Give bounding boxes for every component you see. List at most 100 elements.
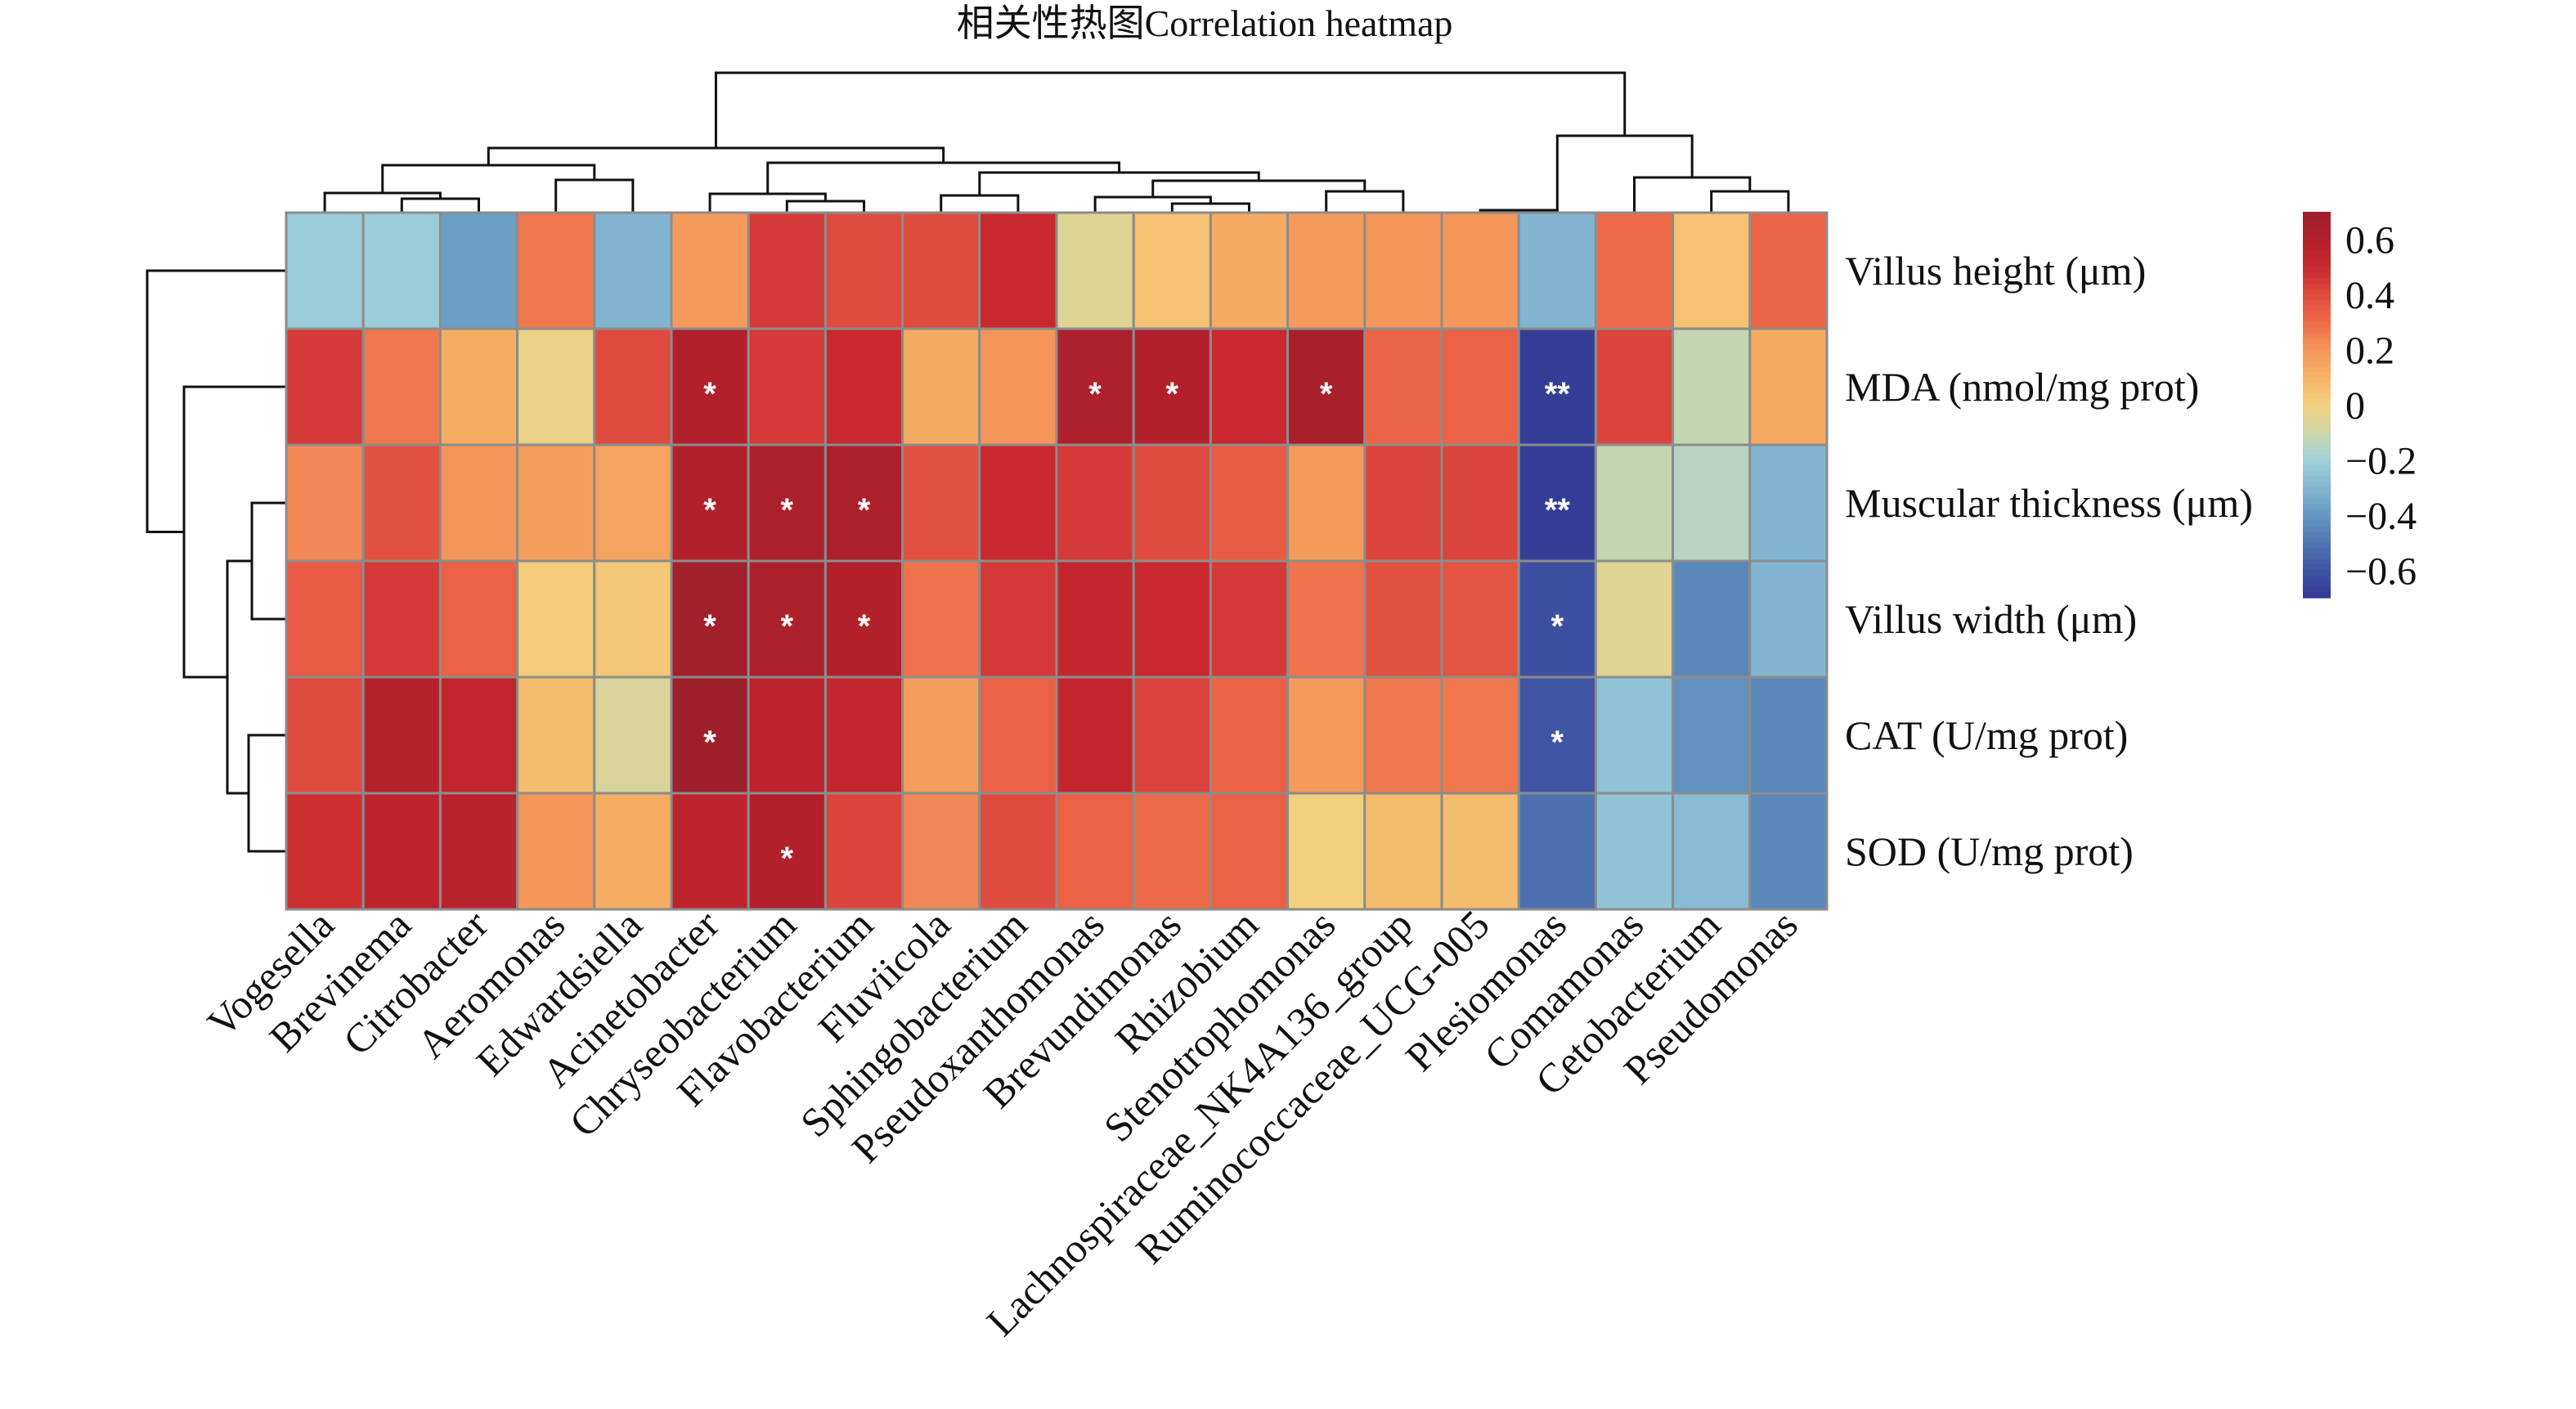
colorbar-tick-label: 0.4 [2345,274,2394,317]
heatmap-cell [1286,559,1367,679]
row-dendrogram [146,269,286,853]
colorbar-tick-label: 0.2 [2345,330,2394,373]
significance-mark: * [703,376,716,412]
heatmap-cell [824,327,904,446]
heatmap-cell [1132,443,1212,563]
colorbar-segment [2303,267,2331,273]
significance-mark: * [1551,725,1564,761]
heatmap-cell [1055,559,1135,679]
heatmap-cell [901,211,981,330]
heatmap-cell [1132,675,1212,795]
colorbar-segment [2303,581,2331,588]
heatmap-cell [593,792,673,911]
colorbar-segment [2303,426,2331,433]
colorbar-segment [2303,542,2331,549]
heatmap-cell [901,327,981,446]
colorbar-segment [2303,405,2331,411]
dendrogram-link [250,501,286,621]
colorbar-segment [2303,283,2331,289]
heatmap-cell [1672,211,1752,330]
heatmap-cell [1672,675,1752,795]
dendrogram-link [323,191,442,213]
heatmap-cell [747,211,827,330]
column-dendrogram [323,71,1790,213]
heatmap-cell [978,443,1058,563]
significance-mark: * [703,492,716,528]
heatmap-cell [1363,675,1443,795]
heatmap-cell [593,211,673,330]
heatmap-cell [1209,559,1290,679]
colorbar-segment [2303,343,2331,351]
heatmap-cell [1209,675,1290,795]
colorbar-segment [2303,470,2331,478]
heatmap-cell [285,327,365,446]
heatmap-cell [1517,675,1597,795]
colorbar-segment [2303,383,2331,389]
colorbar-segment [2303,465,2331,472]
heatmap-cell [1363,443,1443,563]
heatmap-cell [1517,792,1597,911]
heatmap-cell [361,675,442,795]
heatmap-cell [670,327,750,446]
heatmap-cell [438,327,519,446]
heatmap-cell [438,559,519,679]
heatmap-cell [978,792,1058,911]
colorbar-segment [2303,361,2331,367]
heatmap-cell [1055,211,1135,330]
heatmap-cell [438,675,519,795]
significance-mark: * [781,841,794,877]
dendrogram-link [785,200,865,213]
heatmap-cell [1594,327,1675,446]
heatmap-cell [1055,443,1135,563]
heatmap-cell [978,675,1058,795]
colorbar-segment [2303,410,2331,417]
dendrogram-link [940,194,1020,213]
colorbar-segment [2303,460,2331,466]
dendrogram-link [1151,179,1367,197]
colorbar-segment [2303,399,2331,406]
heatmap-cell [1517,327,1597,446]
colorbar-segment [2303,592,2331,599]
heatmap-cell [593,443,673,563]
significance-mark: * [858,492,871,528]
colorbar-segment [2303,371,2331,378]
heatmap-cell [593,327,673,446]
heatmap-cell [1748,327,1829,446]
row-label: CAT (U/mg prot) [1845,712,2128,758]
colorbar-segment [2303,520,2331,527]
heatmap-cell [1209,327,1290,446]
heatmap-cell [1286,443,1367,563]
heatmap-cell [747,559,827,679]
heatmap-cell [1672,559,1752,679]
colorbar-segment [2303,255,2331,263]
dendrogram-link [400,197,480,213]
dendrogram-link [714,71,1627,148]
dendrogram-link [247,734,286,853]
colorbar-segment [2303,289,2331,295]
chart-title: 相关性热图Correlation heatmap [957,2,1453,44]
colorbar-segment [2303,377,2331,384]
colorbar-segment [2303,509,2331,516]
heatmap-cell [361,443,442,563]
heatmap-cell [824,211,904,330]
heatmap-cell [361,211,442,330]
colorbar-segment [2303,476,2331,482]
colorbar-segment [2303,576,2331,582]
heatmap-cell [901,559,981,679]
heatmap-cell [285,792,365,911]
dendrogram-link [766,161,1121,194]
dendrogram-link [1633,176,1752,213]
colorbar-tick-label: −0.6 [2345,550,2417,593]
heatmap-cell [1286,675,1367,795]
colorbar-segment [2303,487,2331,494]
colorbar-segment [2303,299,2331,307]
colorbar-segment [2303,554,2331,560]
heatmap-cell [901,675,981,795]
heatmap-cell [438,792,519,911]
colorbar-segment [2303,559,2331,566]
heatmap-cell [978,559,1058,679]
colorbar-tick-label: −0.2 [2345,439,2417,482]
dendrogram-link [1555,134,1694,213]
dendrogram-link [708,192,827,213]
heatmap-cell [747,792,827,911]
